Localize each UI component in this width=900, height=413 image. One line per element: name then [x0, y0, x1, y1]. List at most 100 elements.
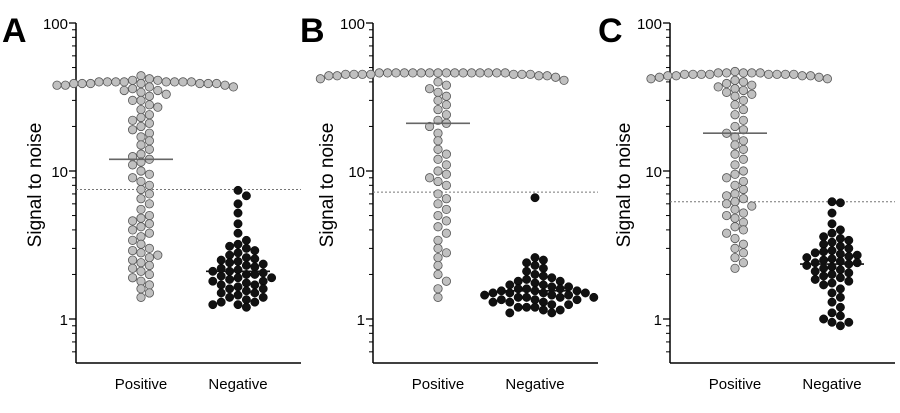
panel-c-positive-point	[730, 75, 740, 85]
panel-a-positive-point	[144, 219, 154, 229]
panel-b-negative-point	[505, 280, 515, 290]
panel-b-negative-point	[538, 288, 548, 298]
panel-a-negative-point	[250, 280, 260, 290]
panel-b-positive-point	[433, 104, 443, 115]
panel-b-positive-point	[433, 260, 443, 271]
panel-b-negative-point	[555, 305, 565, 315]
panel-a-positive-point	[111, 77, 121, 87]
panel-b-positive-point	[441, 169, 451, 179]
panel-c-negative-point	[810, 266, 820, 276]
panel-b-negative-point	[538, 280, 548, 290]
panel-c-positive-point	[730, 180, 740, 190]
panel-a: A Signal to noise Positive Negative 100 …	[2, 12, 301, 393]
panel-a-negative-point	[233, 300, 243, 310]
panel-b-positive-point	[433, 95, 443, 105]
panel-a-positive-point	[136, 276, 146, 286]
panel-a-positive-point	[144, 128, 154, 138]
panel-b-y-tick-1: 1	[357, 312, 365, 329]
panel-a-positive-point	[136, 95, 146, 105]
panel-b-negative-point	[572, 295, 582, 305]
panel-a-positive-point	[144, 110, 154, 120]
panel-c-positive-point	[671, 71, 681, 81]
panel-c-positive-point	[738, 154, 748, 164]
panel-c-negative-point	[810, 248, 820, 258]
panel-a-negative-point	[241, 235, 251, 245]
panel-b-positive-point	[441, 91, 451, 101]
panel-c-y-tick-100: 100	[637, 16, 662, 33]
panel-c-positive-point	[722, 228, 732, 238]
panel-a-positive-point	[144, 243, 154, 253]
panel-c-positive-point	[780, 69, 790, 79]
panel-c-positive-point	[722, 191, 732, 201]
panel-c-y-axis-label: Signal to noise	[614, 123, 635, 248]
panel-c-negative-point	[827, 308, 837, 318]
panel-a-negative-point	[216, 280, 226, 290]
panel-a-positive-point	[136, 176, 146, 187]
panel-b-negative-point	[513, 292, 523, 302]
panel-b-positive-point	[441, 228, 451, 238]
panel-a-positive-point	[153, 75, 163, 85]
panel-c-negative-point	[844, 243, 854, 253]
panel-b-positive-point	[467, 68, 477, 78]
panel-b-positive-point	[483, 68, 493, 78]
panel-a-negative-point	[233, 239, 243, 249]
panel-c-negative-point	[827, 208, 837, 218]
panel-b-negative-point	[522, 302, 532, 312]
panel-a-negative-point	[233, 265, 243, 275]
panel-a-negative-point	[233, 219, 243, 229]
panel-b-negative-point	[530, 193, 540, 203]
panel-b-negative-point	[505, 308, 515, 318]
panel-c-negative-point	[835, 311, 845, 321]
panel-a-x-tick-negative: Negative	[208, 376, 267, 393]
panel-a-positive-point	[136, 248, 146, 258]
panel-b-positive-point	[441, 248, 451, 258]
panel-a-positive-point	[94, 77, 104, 87]
panel-c-x-tick-positive: Positive	[709, 376, 762, 393]
panel-c-positive-point	[738, 85, 748, 96]
panel-c-positive-point	[764, 69, 774, 79]
panel-c-negative-point	[827, 254, 837, 264]
panel-a-positive-point	[136, 166, 146, 176]
panel-c-negative-point	[827, 197, 837, 207]
panel-a-positive-point	[144, 180, 154, 190]
panel-b-negative-point	[522, 284, 532, 294]
panel-c-negative-point	[819, 314, 829, 324]
panel-b-positive-point	[332, 71, 342, 81]
panel-c-positive-point	[680, 69, 690, 79]
panel-c-positive-point	[654, 72, 665, 82]
panel-a-negative-point	[225, 292, 235, 302]
panel-c-letter: C	[598, 12, 623, 50]
panel-c-positive-point	[730, 140, 740, 150]
panel-c-positive-point	[713, 82, 723, 92]
panel-b-positive-point	[433, 284, 443, 294]
panel-a-negative-point	[258, 284, 268, 294]
panel-b-positive-point	[433, 222, 443, 232]
panel-a-negative-point	[216, 297, 226, 307]
panel-a-positive-point	[144, 91, 154, 101]
panel-a-positive-point	[136, 140, 146, 150]
panel-a-positive-point	[153, 250, 163, 260]
panel-a-letter: A	[2, 12, 27, 50]
panel-b-positive-point	[433, 166, 443, 176]
panel-b-positive-point	[425, 173, 435, 183]
panel-a-positive-point	[128, 245, 138, 256]
panel-b-positive-point	[366, 69, 376, 79]
panel-b-negative-point	[589, 292, 599, 302]
panel-c-negative-point	[827, 228, 837, 238]
panel-b-positive-point	[315, 74, 326, 84]
panel-a-y-tick-10: 10	[51, 164, 68, 181]
panel-a-positive-point	[186, 77, 196, 87]
panel-a-negative-point	[241, 278, 251, 288]
panel-a-negative-point	[233, 273, 243, 283]
panel-b-positive-point	[433, 154, 443, 164]
panel-b-positive-point	[433, 87, 443, 97]
panel-a-negative-point	[250, 297, 260, 307]
panel-a-positive-point	[144, 269, 154, 280]
panel-a-positive-point	[128, 95, 138, 105]
panel-a-positive-point	[144, 280, 154, 290]
panel-a-positive-point	[212, 78, 222, 89]
panel-c-positive-point	[730, 169, 740, 179]
panel-a-positive-point	[102, 77, 113, 87]
panel-b-positive-point	[475, 68, 485, 78]
